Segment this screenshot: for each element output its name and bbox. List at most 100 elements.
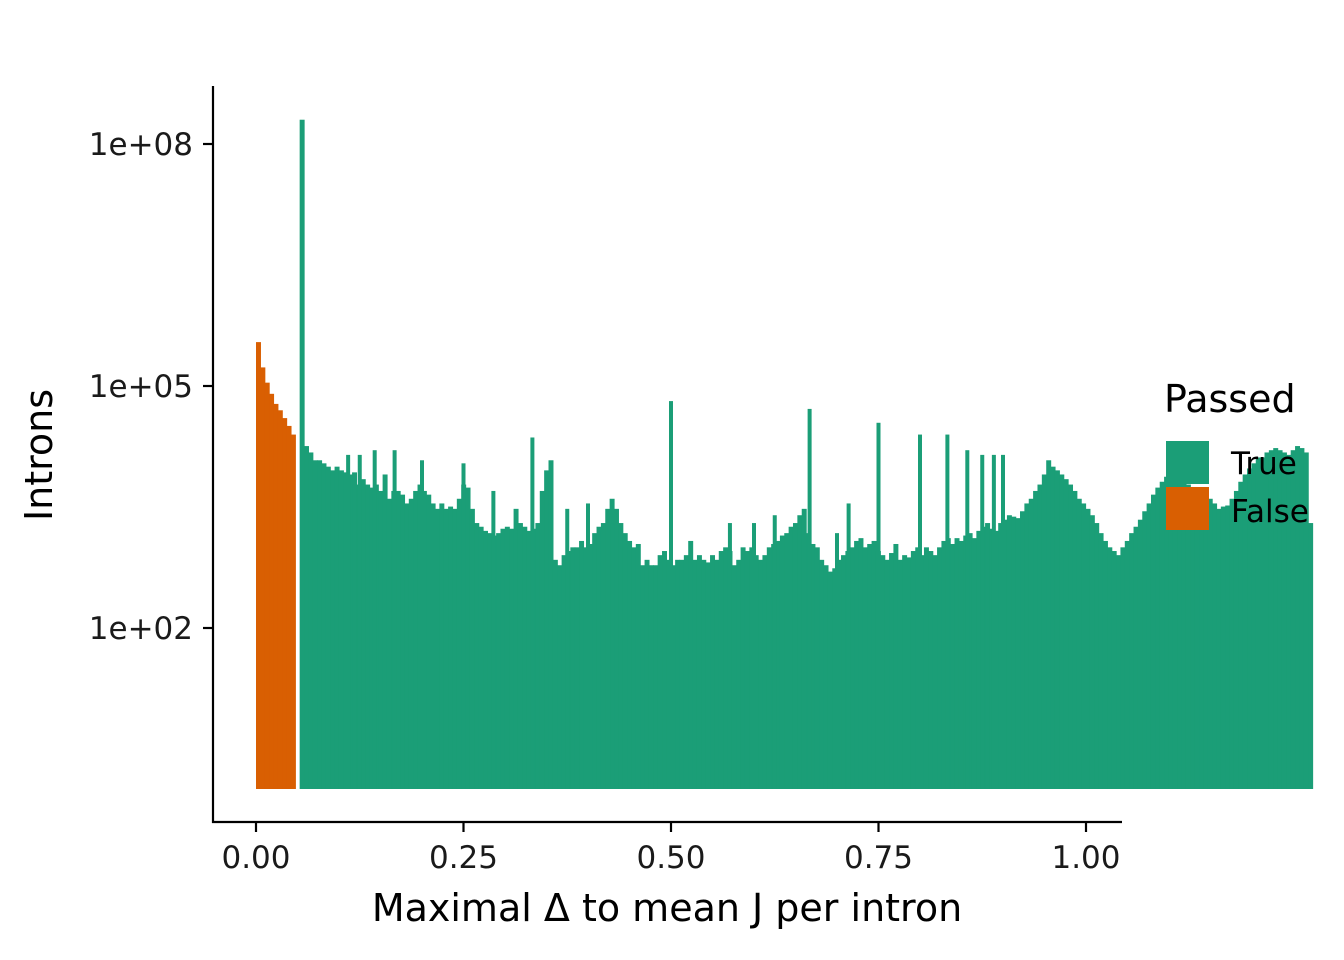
bar-true-20 <box>386 498 392 789</box>
bar-true-101 <box>740 547 746 789</box>
bar-true-204 <box>1190 487 1196 789</box>
x-tick-label-1: 0.25 <box>429 840 498 876</box>
bar-true-231 <box>1308 523 1314 789</box>
spike-true-16 <box>491 490 496 789</box>
bar-true-79 <box>644 559 650 789</box>
bar-true-51 <box>522 526 528 789</box>
bar-true-28 <box>421 490 427 789</box>
bar-true-141 <box>915 547 921 789</box>
bar-true-63 <box>574 547 580 789</box>
bar-true-19 <box>382 474 388 789</box>
spike-true-20 <box>727 523 732 789</box>
y-tick-label-0: 1e+02 <box>89 611 193 647</box>
series-true-bars <box>299 119 1314 790</box>
bar-true-218 <box>1251 463 1257 789</box>
bar-true-206 <box>1199 494 1204 789</box>
bar-true-210 <box>1216 508 1222 789</box>
bar-true-107 <box>766 547 772 789</box>
bar-true-54 <box>535 523 541 789</box>
spike-true-11 <box>357 454 362 789</box>
bar-true-110 <box>779 535 785 789</box>
legend-key-false <box>1166 487 1209 530</box>
y-axis-ticks: 1e+02 1e+05 1e+08 <box>89 127 213 647</box>
bar-true-90 <box>692 559 698 789</box>
bar-true-195 <box>1150 494 1156 789</box>
spike-true-4 <box>918 434 922 789</box>
bar-true-78 <box>640 565 646 789</box>
bar-true-1 <box>304 446 309 789</box>
bar-true-202 <box>1181 481 1187 789</box>
bar-true-62 <box>570 547 576 789</box>
bar-true-6 <box>325 466 331 789</box>
bar-true-219 <box>1255 457 1261 789</box>
bar-true-227 <box>1290 450 1296 789</box>
bar-true-147 <box>941 540 947 789</box>
bar-true-135 <box>889 553 895 789</box>
spike-true-9 <box>1001 454 1005 789</box>
bar-true-97 <box>723 547 729 789</box>
spike-true-23 <box>835 533 839 789</box>
bar-true-181 <box>1089 515 1095 789</box>
bar-true-203 <box>1185 484 1191 789</box>
bar-true-221 <box>1264 452 1270 789</box>
bar-true-185 <box>1107 547 1113 789</box>
bar-true-47 <box>504 526 510 789</box>
bar-true-153 <box>967 533 973 789</box>
bar-true-167 <box>1028 498 1034 789</box>
bar-true-179 <box>1081 503 1087 789</box>
bar-true-220 <box>1260 457 1266 789</box>
bar-true-170 <box>1041 474 1047 789</box>
bar-true-92 <box>701 559 707 789</box>
bar-true-72 <box>614 508 619 789</box>
bar-true-45 <box>496 533 502 789</box>
bar-true-83 <box>662 551 667 789</box>
bar-true-225 <box>1281 452 1287 789</box>
spike-true-19 <box>610 523 615 789</box>
bar-true-14 <box>360 479 366 789</box>
bar-true-228 <box>1295 446 1301 789</box>
bar-true-91 <box>696 555 702 789</box>
bar-true-230 <box>1303 452 1309 789</box>
bar-true-226 <box>1286 454 1292 789</box>
bar-true-223 <box>1273 448 1279 789</box>
spike-true-3 <box>876 422 881 789</box>
bar-true-140 <box>910 551 916 789</box>
bar-true-139 <box>906 557 912 789</box>
legend-label-true: True <box>1230 446 1297 482</box>
bar-true-157 <box>985 523 991 789</box>
bar-true-69 <box>600 523 606 789</box>
bar-false-5 <box>277 410 283 789</box>
bar-true-86 <box>675 559 681 789</box>
bar-true-46 <box>500 528 506 789</box>
bar-true-191 <box>1133 526 1139 789</box>
bar-true-136 <box>893 543 899 789</box>
bar-true-67 <box>592 533 598 789</box>
bar-true-198 <box>1164 476 1170 789</box>
bar-true-7 <box>330 470 336 789</box>
spike-true-22 <box>772 515 777 789</box>
bar-true-43 <box>487 533 493 789</box>
bar-true-111 <box>784 533 790 789</box>
bar-true-88 <box>683 555 689 789</box>
bar-true-197 <box>1159 481 1165 789</box>
bar-true-211 <box>1220 506 1226 789</box>
bar-true-22 <box>395 490 401 789</box>
bar-true-129 <box>862 547 868 789</box>
bar-true-213 <box>1229 498 1235 789</box>
bar-true-41 <box>478 526 484 789</box>
bar-true-214 <box>1233 490 1239 789</box>
bar-true-10 <box>343 472 349 789</box>
bar-true-16 <box>369 487 375 789</box>
bar-true-40 <box>474 523 480 789</box>
bar-true-3 <box>312 460 318 789</box>
bar-true-142 <box>919 555 925 789</box>
legend-title: Passed <box>1164 377 1296 421</box>
bar-true-70 <box>605 508 611 789</box>
bar-true-100 <box>736 559 742 789</box>
bar-true-57 <box>548 460 554 789</box>
bar-true-23 <box>400 494 406 789</box>
bar-true-76 <box>631 547 637 789</box>
bar-true-18 <box>378 490 384 789</box>
bar-true-134 <box>884 559 890 789</box>
bar-true-175 <box>1063 479 1069 789</box>
